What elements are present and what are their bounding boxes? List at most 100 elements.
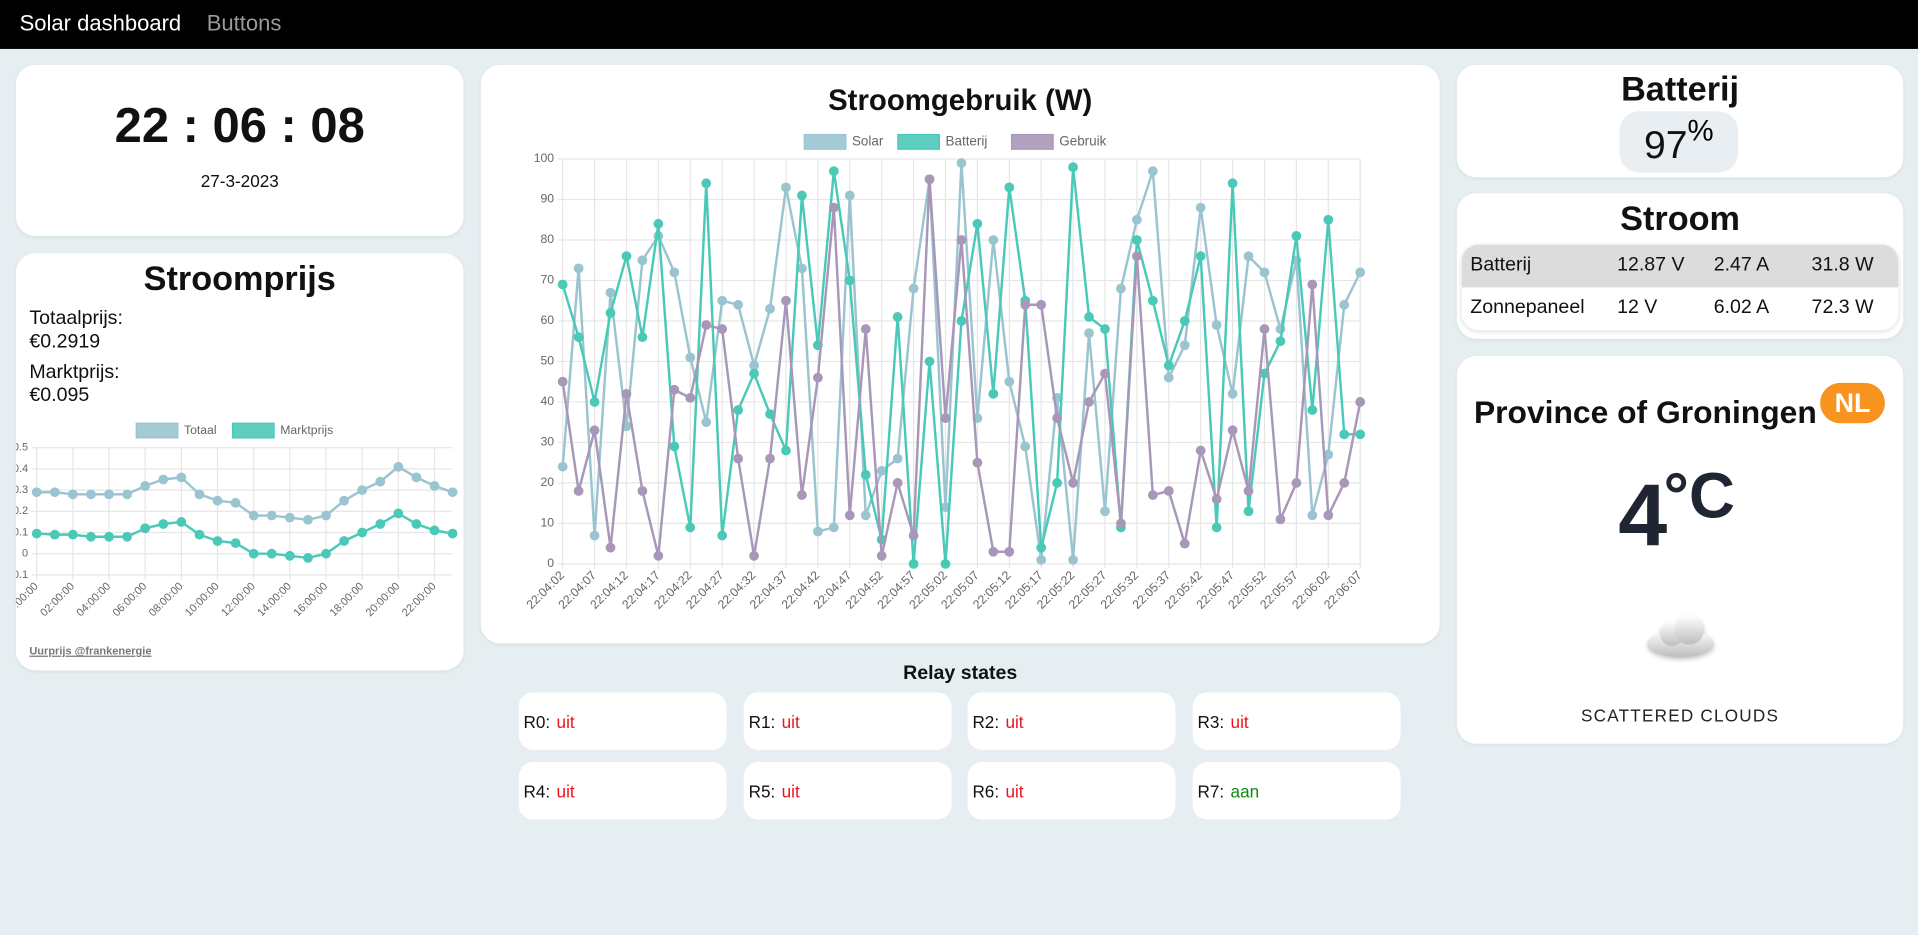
data-point [1020,441,1031,452]
legend-swatch [135,422,179,439]
data-point [940,559,951,569]
power-cell: 31.8 W [1811,254,1874,276]
data-point [1004,182,1015,193]
legend-swatch [803,133,847,150]
legend-label: Batterij [946,133,988,148]
price-title: Stroomprijs [143,259,336,298]
data-point [908,283,919,294]
data-point [158,519,169,529]
data-point [605,542,616,553]
power-cell: 6.02 A [1713,297,1770,319]
usage-card: Stroomgebruik (W) 0 10 20 30 40 50 60 70 80 90 100… [480,64,1440,644]
brand[interactable]: Solar dashboard [19,11,182,36]
data-point [1307,279,1318,290]
data-point [1116,283,1126,294]
data-point [1195,445,1206,456]
legend-label: Totaal [184,423,217,437]
data-point [212,536,223,546]
y-tick-label: 0.2 [16,505,28,517]
data-point [908,530,919,541]
price-market: Marktprijs: €0.095 [29,361,119,407]
weather-temp: 4 [1618,467,1668,566]
data-point [1036,542,1047,553]
data-point [573,332,584,343]
data-point [1004,546,1015,557]
data-point [1259,324,1270,334]
data-point [447,528,458,539]
data-point [1355,397,1366,407]
data-point [194,529,205,540]
data-point [844,510,855,521]
relay: R5: uit [743,762,952,820]
data-point [1020,299,1031,310]
data-point [589,530,600,541]
data-point [1004,376,1015,387]
data-point [844,275,855,286]
data-point [573,263,584,274]
data-point [876,550,887,561]
power-title: Stroom [1620,199,1741,238]
x-tick-label: 14:00:00 [255,580,294,619]
relay: R1: uit [743,692,952,750]
chart-title: Stroomgebruik (W) [828,84,1093,118]
x-tick-label: 06:00:00 [111,580,150,619]
legend-label: Gebruik [1059,133,1106,148]
data-point [828,522,839,533]
data-point [685,393,696,403]
nav-link[interactable]: Buttons [206,11,282,36]
data-point [1163,360,1174,371]
data-point [1100,368,1110,379]
data-point [393,461,404,472]
data-point [749,368,759,379]
data-point [637,486,648,496]
x-tick-label: 02:00:00 [38,580,77,619]
price-label: Marktprijs: [29,362,120,383]
relay-name: R6: [972,781,1000,802]
usage-chart: 010203040506070809010022:04:0222:04:0722… [524,133,1366,612]
data-point [669,384,680,395]
relay: R2: uit [967,692,1176,750]
data-point [104,489,114,500]
data-point [321,510,331,521]
legend-label: Solar [852,133,884,148]
clock-date: 27-3-2023 [200,171,279,191]
price-value: €0.2919 [29,331,101,353]
price-chart: -0.1 0 0.1 0.2 0.3 0.4 0.5 00:00:0002:00:0004:0… [16,422,458,619]
data-point [749,360,759,371]
data-point [1036,554,1047,565]
data-point [1147,490,1158,500]
data-point [158,474,169,485]
relay-state: uit [1005,781,1024,802]
relay-name: R4: [523,781,551,802]
data-point [1068,478,1078,488]
y-tick-label: 70 [541,273,555,287]
relay: R6: uit [967,762,1176,820]
data-point [557,279,568,290]
price-credit[interactable]: Uurprijs @frankenergie [29,644,152,657]
data-point [176,472,187,483]
data-point [339,495,349,506]
data-point [49,487,60,498]
relay: R7: aan [1192,762,1401,820]
data-point [685,352,696,363]
data-point [176,517,187,527]
x-tick-label: 12:00:00 [219,580,258,619]
data-point [956,235,967,245]
data-point [637,255,648,266]
y-tick-label: 60 [541,313,555,327]
data-point [230,538,241,548]
weather-icon [1647,615,1714,657]
y-tick-label: 50 [541,354,555,368]
power-cell: Batterij [1470,254,1532,276]
data-point [1195,251,1206,262]
navbar: Solar dashboard Buttons [0,0,1918,49]
data-point [230,497,241,508]
y-tick-label: 80 [541,232,555,246]
relay-name: R7: [1197,781,1225,802]
data-point [1084,328,1094,339]
battery-title: Batterij [1621,69,1740,108]
y-tick-label: 30 [541,435,555,449]
data-point [972,457,983,468]
x-tick-label: 04:00:00 [74,580,113,619]
data-point [86,489,96,500]
